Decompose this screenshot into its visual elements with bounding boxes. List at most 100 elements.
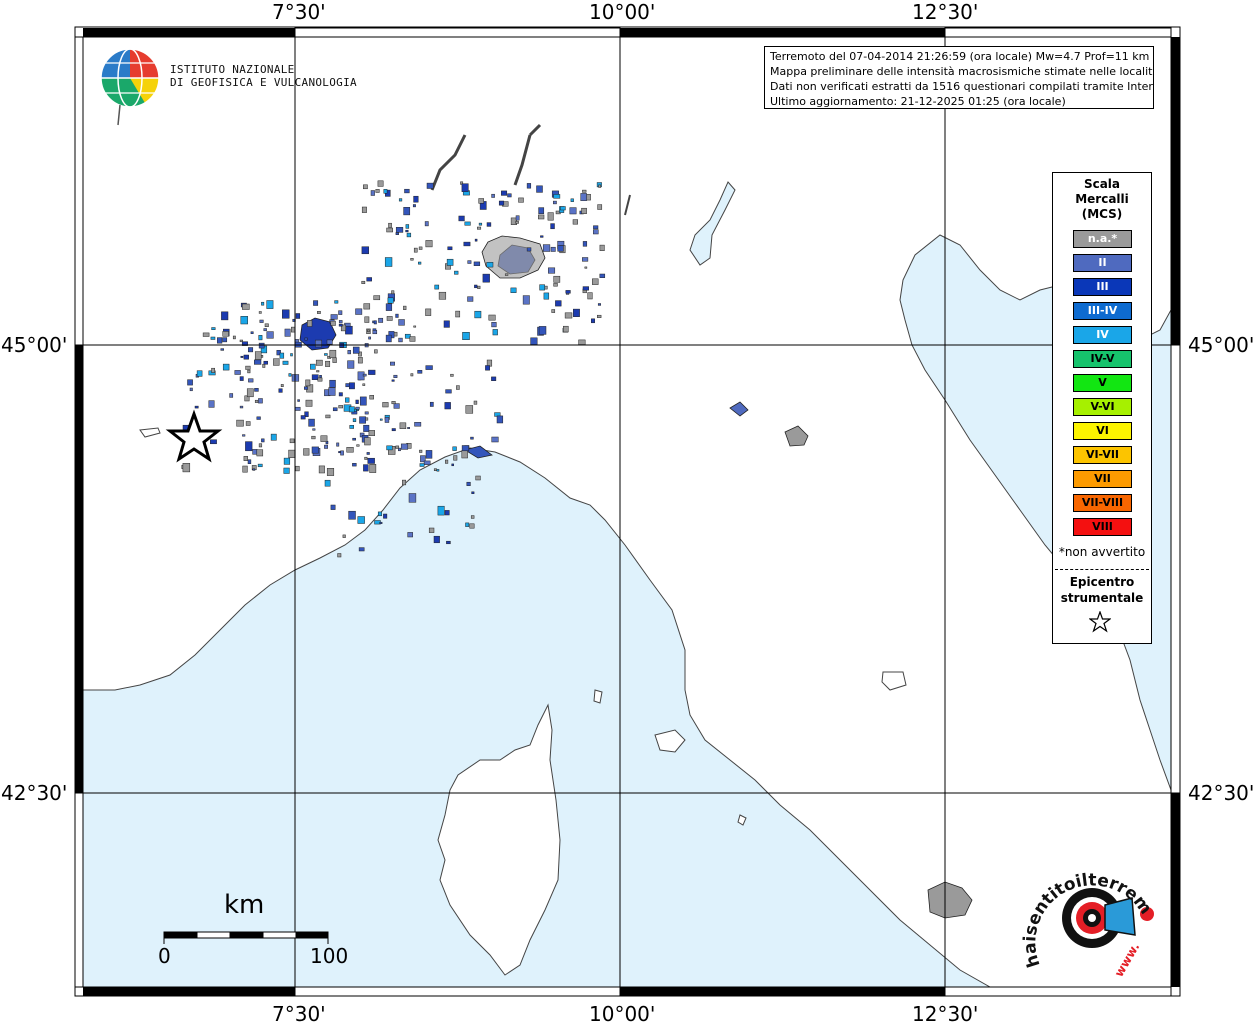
report-locality (368, 430, 375, 436)
report-locality (187, 379, 193, 386)
event-info-line1: Terremoto del 07-04-2014 21:26:59 (ora l… (770, 50, 1150, 63)
report-locality (446, 540, 451, 545)
report-locality (391, 401, 396, 405)
report-locality (398, 337, 403, 343)
report-locality (486, 262, 494, 268)
report-locality (303, 448, 310, 456)
report-locality (450, 373, 454, 377)
report-locality (332, 407, 338, 412)
report-locality (304, 337, 308, 341)
report-locality (338, 392, 343, 397)
report-locality (587, 292, 593, 300)
report-locality (424, 221, 429, 227)
report-locality (578, 339, 586, 345)
report-locality (355, 308, 363, 315)
report-locality (246, 388, 254, 398)
report-locality (550, 246, 556, 252)
report-locality (447, 246, 453, 251)
report-locality (319, 375, 322, 378)
report-locality (245, 365, 251, 370)
report-locality (464, 221, 471, 226)
report-locality (550, 223, 555, 230)
report-locality (444, 510, 450, 516)
report-cluster-genoa-coast (463, 445, 493, 459)
report-locality (572, 219, 578, 225)
legend-title-line1: Scala (1083, 177, 1121, 191)
report-locality (348, 510, 356, 520)
report-locality (486, 222, 492, 227)
report-locality (445, 389, 452, 394)
report-locality (436, 469, 440, 472)
report-locality (458, 215, 465, 222)
report-locality (438, 291, 447, 300)
legend-item: V (1073, 374, 1132, 392)
legend-item: IV (1073, 326, 1132, 344)
report-locality (406, 232, 412, 238)
report-locality (243, 456, 248, 461)
island-elba (654, 729, 686, 753)
report-locality (361, 246, 369, 255)
report-locality (282, 309, 290, 319)
site-logo-text: haisentitoilterremoto.it www. (1020, 850, 1155, 979)
report-locality (326, 468, 335, 476)
legend-item: n.a.* (1073, 230, 1132, 248)
report-locality (243, 354, 249, 360)
island-giglio (737, 814, 747, 826)
report-locality (311, 374, 319, 380)
report-locality (242, 303, 250, 310)
report-locality (445, 459, 449, 464)
island-ligurian (139, 427, 161, 438)
institute-name-line2: DI GEOFISICA E VULCANOLOGIA (170, 76, 357, 89)
report-locality (391, 379, 395, 382)
report-locality (247, 369, 251, 374)
report-locality (256, 449, 264, 457)
legend-item: VII-VIII (1073, 494, 1132, 512)
report-locality (338, 405, 343, 409)
report-locality (428, 527, 435, 533)
report-locality (363, 184, 368, 190)
report-locality (478, 222, 483, 226)
report-locality (364, 437, 371, 446)
report-locality (352, 463, 357, 467)
report-locality (304, 411, 309, 417)
report-locality (283, 457, 291, 465)
report-locality (234, 370, 241, 375)
report-locality (240, 355, 244, 358)
report-locality (300, 415, 306, 420)
report-locality (284, 328, 291, 337)
report-locality (460, 181, 464, 185)
report-locality (316, 370, 320, 373)
report-locality (363, 464, 369, 472)
report-locality (390, 361, 395, 366)
corsica (437, 703, 561, 976)
lat-label-right-45-00: 45°00' (1188, 333, 1254, 357)
report-locality (329, 349, 337, 359)
report-locality (491, 376, 497, 381)
report-locality (330, 504, 336, 510)
report-locality (377, 180, 384, 187)
report-locality (349, 382, 355, 390)
report-locality (312, 428, 316, 431)
report-locality (599, 244, 605, 251)
report-locality (387, 297, 394, 304)
report-locality (310, 363, 316, 370)
report-locality (221, 311, 229, 321)
report-locality (311, 446, 319, 454)
report-locality (240, 316, 248, 325)
ingv-globe-logo-icon (100, 48, 160, 126)
report-locality (304, 386, 308, 390)
report-locality (408, 493, 417, 503)
report-locality (375, 189, 380, 193)
report-cluster-rome (927, 881, 973, 919)
report-locality (419, 449, 423, 453)
legend-separator (1055, 569, 1149, 570)
report-locality (409, 336, 416, 342)
report-locality (581, 207, 587, 214)
report-locality (313, 300, 319, 306)
report-locality (395, 445, 400, 449)
map-frame (74, 26, 1181, 997)
report-locality (385, 334, 392, 343)
report-locality (295, 313, 301, 319)
report-locality (413, 325, 417, 328)
report-locality (453, 455, 458, 461)
